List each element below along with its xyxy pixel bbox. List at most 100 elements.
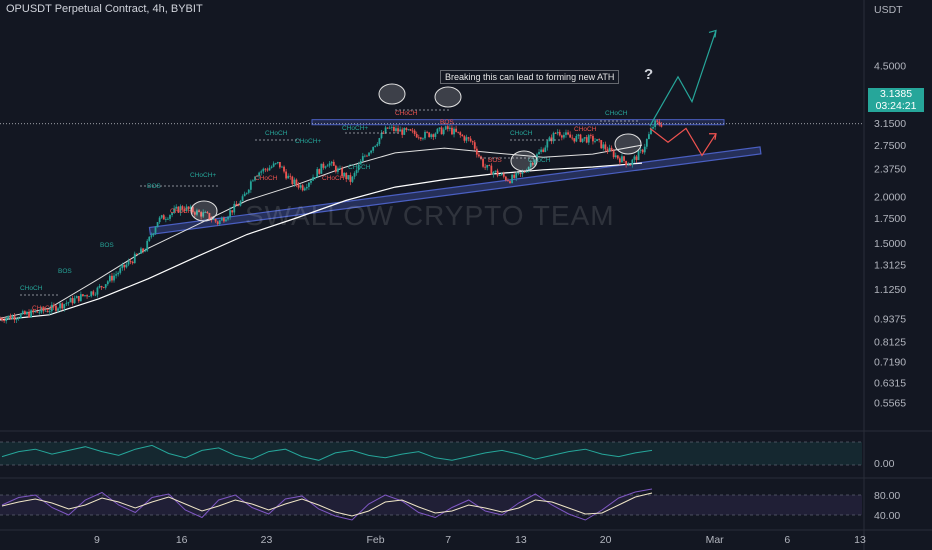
candle bbox=[204, 212, 207, 213]
candle bbox=[507, 180, 509, 182]
candle bbox=[210, 219, 213, 221]
candle bbox=[614, 155, 617, 158]
candle bbox=[5, 318, 8, 322]
candle bbox=[262, 168, 265, 172]
candle bbox=[187, 206, 190, 209]
candle bbox=[488, 165, 491, 166]
candle bbox=[558, 131, 561, 136]
stoch-tick-label: 40.00 bbox=[874, 510, 900, 522]
candle bbox=[380, 132, 383, 139]
stoch-tick-label: 80.00 bbox=[874, 490, 900, 502]
candle bbox=[264, 168, 267, 170]
x-tick-label: Mar bbox=[706, 534, 725, 546]
candle bbox=[73, 298, 76, 304]
candle bbox=[552, 132, 555, 142]
candle bbox=[430, 134, 433, 138]
candle bbox=[378, 138, 381, 144]
candle bbox=[241, 196, 244, 202]
candle bbox=[444, 126, 447, 130]
structure-label: BOS bbox=[100, 242, 114, 249]
structure-label: CHoCH bbox=[395, 110, 418, 117]
candle bbox=[538, 151, 540, 155]
candle bbox=[569, 134, 572, 138]
candle bbox=[196, 210, 198, 215]
candle bbox=[554, 132, 557, 134]
structure-label: CHoCH bbox=[348, 164, 371, 171]
y-tick-label: 2.0000 bbox=[874, 191, 906, 203]
candle bbox=[504, 176, 507, 181]
candle bbox=[643, 146, 646, 153]
highlight-circle bbox=[190, 200, 218, 222]
candle bbox=[229, 210, 232, 217]
candle bbox=[289, 175, 292, 177]
candle bbox=[357, 164, 360, 171]
candle bbox=[446, 126, 449, 129]
candle bbox=[127, 261, 130, 265]
candle bbox=[249, 181, 252, 190]
candle bbox=[28, 312, 30, 318]
y-tick-label: 2.3750 bbox=[874, 164, 906, 176]
candle bbox=[111, 275, 113, 281]
x-tick-label: 13 bbox=[515, 534, 527, 546]
candle bbox=[0, 318, 1, 320]
candle bbox=[612, 150, 615, 158]
candle bbox=[625, 160, 628, 165]
candle bbox=[419, 137, 422, 139]
candle bbox=[363, 155, 366, 157]
y-tick-label: 0.5565 bbox=[874, 398, 906, 410]
candle bbox=[291, 176, 294, 185]
candle bbox=[440, 127, 443, 135]
structure-label: CHoCH bbox=[32, 305, 55, 312]
candle bbox=[102, 287, 105, 288]
candle bbox=[88, 296, 91, 298]
candle bbox=[426, 131, 428, 133]
candle bbox=[565, 132, 567, 135]
structure-label: CHoCH bbox=[528, 157, 551, 164]
candle bbox=[577, 134, 580, 136]
candle bbox=[382, 132, 385, 134]
chart-title: OPUSDT Perpetual Contract, 4h, BYBIT bbox=[6, 3, 203, 15]
candle bbox=[434, 133, 437, 137]
candle bbox=[65, 303, 68, 305]
candle bbox=[220, 217, 223, 221]
candle bbox=[422, 138, 424, 140]
candle bbox=[308, 182, 310, 187]
candle bbox=[216, 221, 219, 224]
candle bbox=[75, 295, 78, 299]
candle bbox=[79, 294, 82, 302]
candle bbox=[129, 261, 132, 262]
candle bbox=[525, 171, 528, 173]
candle bbox=[293, 179, 296, 185]
candle bbox=[82, 294, 84, 297]
candle bbox=[177, 206, 180, 213]
candle bbox=[67, 302, 70, 304]
candle bbox=[637, 150, 640, 161]
candle bbox=[30, 310, 32, 318]
candle bbox=[482, 158, 484, 167]
candle bbox=[278, 161, 281, 168]
candle bbox=[17, 318, 20, 319]
candle bbox=[461, 134, 464, 137]
candle bbox=[519, 172, 522, 175]
bullish-arrowhead bbox=[708, 29, 717, 38]
candle bbox=[92, 291, 95, 295]
rsi-line bbox=[1, 444, 653, 461]
candle bbox=[173, 208, 176, 213]
candle bbox=[156, 222, 159, 228]
y-tick-label: 0.7190 bbox=[874, 356, 906, 368]
candle bbox=[239, 201, 242, 206]
moving-average-slow bbox=[0, 162, 643, 321]
candle bbox=[368, 152, 370, 156]
candle bbox=[471, 141, 474, 143]
candle bbox=[411, 130, 414, 132]
candle bbox=[162, 215, 165, 220]
candle bbox=[494, 170, 497, 172]
candle bbox=[457, 131, 460, 133]
candle bbox=[660, 124, 663, 127]
candle bbox=[138, 253, 140, 255]
structure-label: BOS bbox=[58, 268, 72, 275]
candle bbox=[502, 173, 505, 177]
candle bbox=[513, 174, 516, 178]
candle bbox=[104, 284, 107, 288]
